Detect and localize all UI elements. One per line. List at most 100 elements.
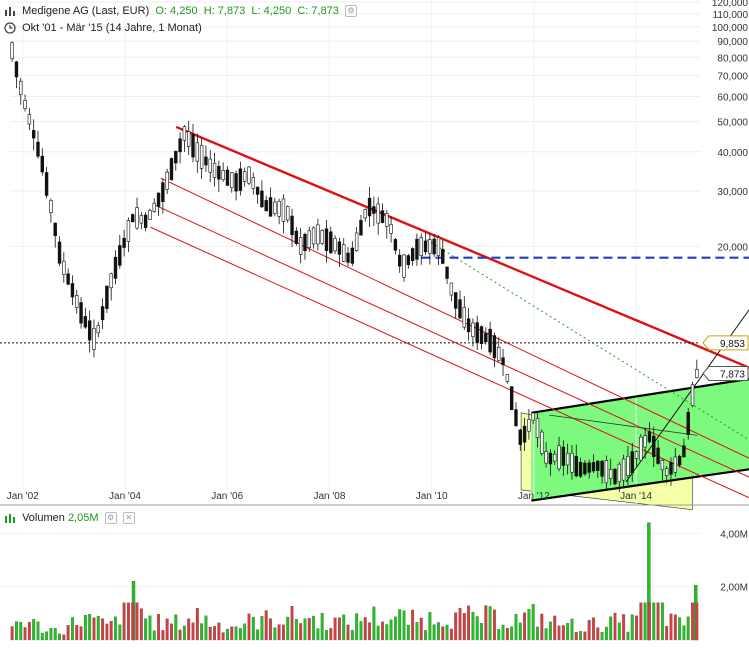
price-candle-body — [394, 239, 397, 250]
volume-bar — [661, 603, 664, 640]
volume-bar — [54, 628, 57, 640]
ohlc-low-value: 4,250 — [264, 5, 292, 17]
volume-bar — [312, 616, 315, 640]
price-candle-body — [347, 253, 350, 262]
price-candle-body — [334, 238, 337, 250]
price-candle-body — [523, 426, 526, 442]
chart-icon[interactable] — [4, 5, 16, 17]
volume-settings-icon[interactable]: ⚙ — [105, 512, 117, 524]
price-candle-body — [308, 231, 311, 248]
price-candle-body — [519, 430, 522, 445]
volume-bar — [373, 607, 376, 640]
volume-bar — [609, 617, 612, 640]
volume-bar — [291, 606, 294, 640]
price-candle-body — [157, 193, 160, 207]
volume-bar — [506, 628, 509, 640]
clock-icon[interactable] — [4, 22, 16, 34]
price-candle-body — [644, 436, 647, 447]
volume-bar — [566, 623, 569, 640]
volume-bar — [398, 609, 401, 640]
volume-bar — [588, 620, 591, 640]
price-candle-body — [325, 229, 328, 251]
price-candle-body — [661, 460, 664, 469]
volume-bar — [84, 615, 87, 640]
price-candle-body — [217, 166, 220, 179]
y-tick-label: 120,000 — [712, 0, 749, 9]
price-candle-body — [136, 208, 139, 228]
price-candle-body — [592, 462, 595, 471]
volume-bar — [41, 633, 44, 640]
volume-bar — [683, 626, 686, 640]
price-candle-body — [248, 167, 251, 183]
y-tick-label: 20,000 — [717, 242, 748, 253]
volume-bar — [304, 619, 307, 640]
price-candle-body — [278, 201, 281, 216]
volume-bar — [476, 616, 479, 640]
price-candle-body — [105, 286, 108, 309]
price-candle-body — [648, 432, 651, 442]
price-candle-body — [114, 257, 117, 278]
price-candle-body — [282, 199, 285, 221]
volume-bar — [433, 625, 436, 640]
price-candle-body — [67, 274, 70, 284]
volume-bar — [601, 632, 604, 640]
volume-bar — [631, 615, 634, 640]
volume-bar — [269, 619, 272, 640]
price-candle-body — [467, 319, 470, 332]
volume-bar — [579, 631, 582, 640]
volume-bar — [364, 617, 367, 640]
settings-icon[interactable]: ⚙ — [345, 5, 357, 17]
volume-bar — [459, 608, 462, 640]
price-candle-body — [381, 211, 384, 223]
price-candle-body — [342, 245, 345, 262]
price-candle-body — [28, 115, 31, 124]
volume-bar — [24, 627, 27, 640]
price-candle-body — [174, 151, 177, 163]
volume-bar — [162, 630, 165, 640]
price-candle-body — [416, 239, 419, 259]
period-header: Okt '01 - Mär '15 (14 Jahre, 1 Monat) — [4, 22, 202, 34]
price-candle-body — [286, 206, 289, 220]
volume-bar — [541, 614, 544, 640]
price-candle-body — [230, 173, 233, 188]
price-candle-body — [480, 327, 483, 344]
price-candle-body — [411, 249, 414, 261]
volume-bar — [261, 616, 264, 640]
price-candle-body — [454, 293, 457, 309]
price-candle-body — [161, 183, 164, 202]
volume-bar — [123, 603, 126, 640]
price-candle-body — [312, 228, 315, 244]
price-candle-body — [110, 274, 113, 288]
volume-bar — [528, 609, 531, 640]
volume-bar — [584, 632, 587, 640]
price-candle-body — [463, 307, 466, 327]
price-candle-body — [579, 462, 582, 476]
price-candle-body — [424, 241, 427, 252]
price-candle-body — [428, 240, 431, 254]
volume-bar — [282, 625, 285, 640]
x-tick-label: Jan '08 — [313, 491, 345, 502]
volume-bar — [106, 624, 109, 640]
price-candle-body — [601, 461, 604, 476]
price-candle-body — [360, 220, 363, 235]
volume-bar — [502, 625, 505, 640]
price-candle-body — [88, 321, 91, 340]
volume-bar — [644, 603, 647, 640]
volume-bar — [515, 614, 518, 640]
price-candle-body — [493, 336, 496, 358]
y-tick-label: 80,000 — [717, 53, 748, 64]
price-candle-body — [24, 100, 27, 108]
price-candle-body — [187, 132, 190, 147]
volume-bar — [618, 623, 621, 640]
volume-bar — [351, 630, 354, 640]
volume-bar — [489, 606, 492, 640]
volume-close-icon[interactable]: ✕ — [123, 512, 135, 524]
price-candle-body — [639, 437, 642, 460]
price-candle-body — [123, 238, 126, 247]
ohlc-open-key: O: — [155, 5, 167, 17]
price-candle-body — [269, 198, 272, 217]
volume-bars-icon[interactable] — [4, 512, 16, 524]
volume-bar — [144, 619, 147, 640]
price-candle-body — [71, 283, 74, 297]
volume-bar — [19, 622, 22, 640]
